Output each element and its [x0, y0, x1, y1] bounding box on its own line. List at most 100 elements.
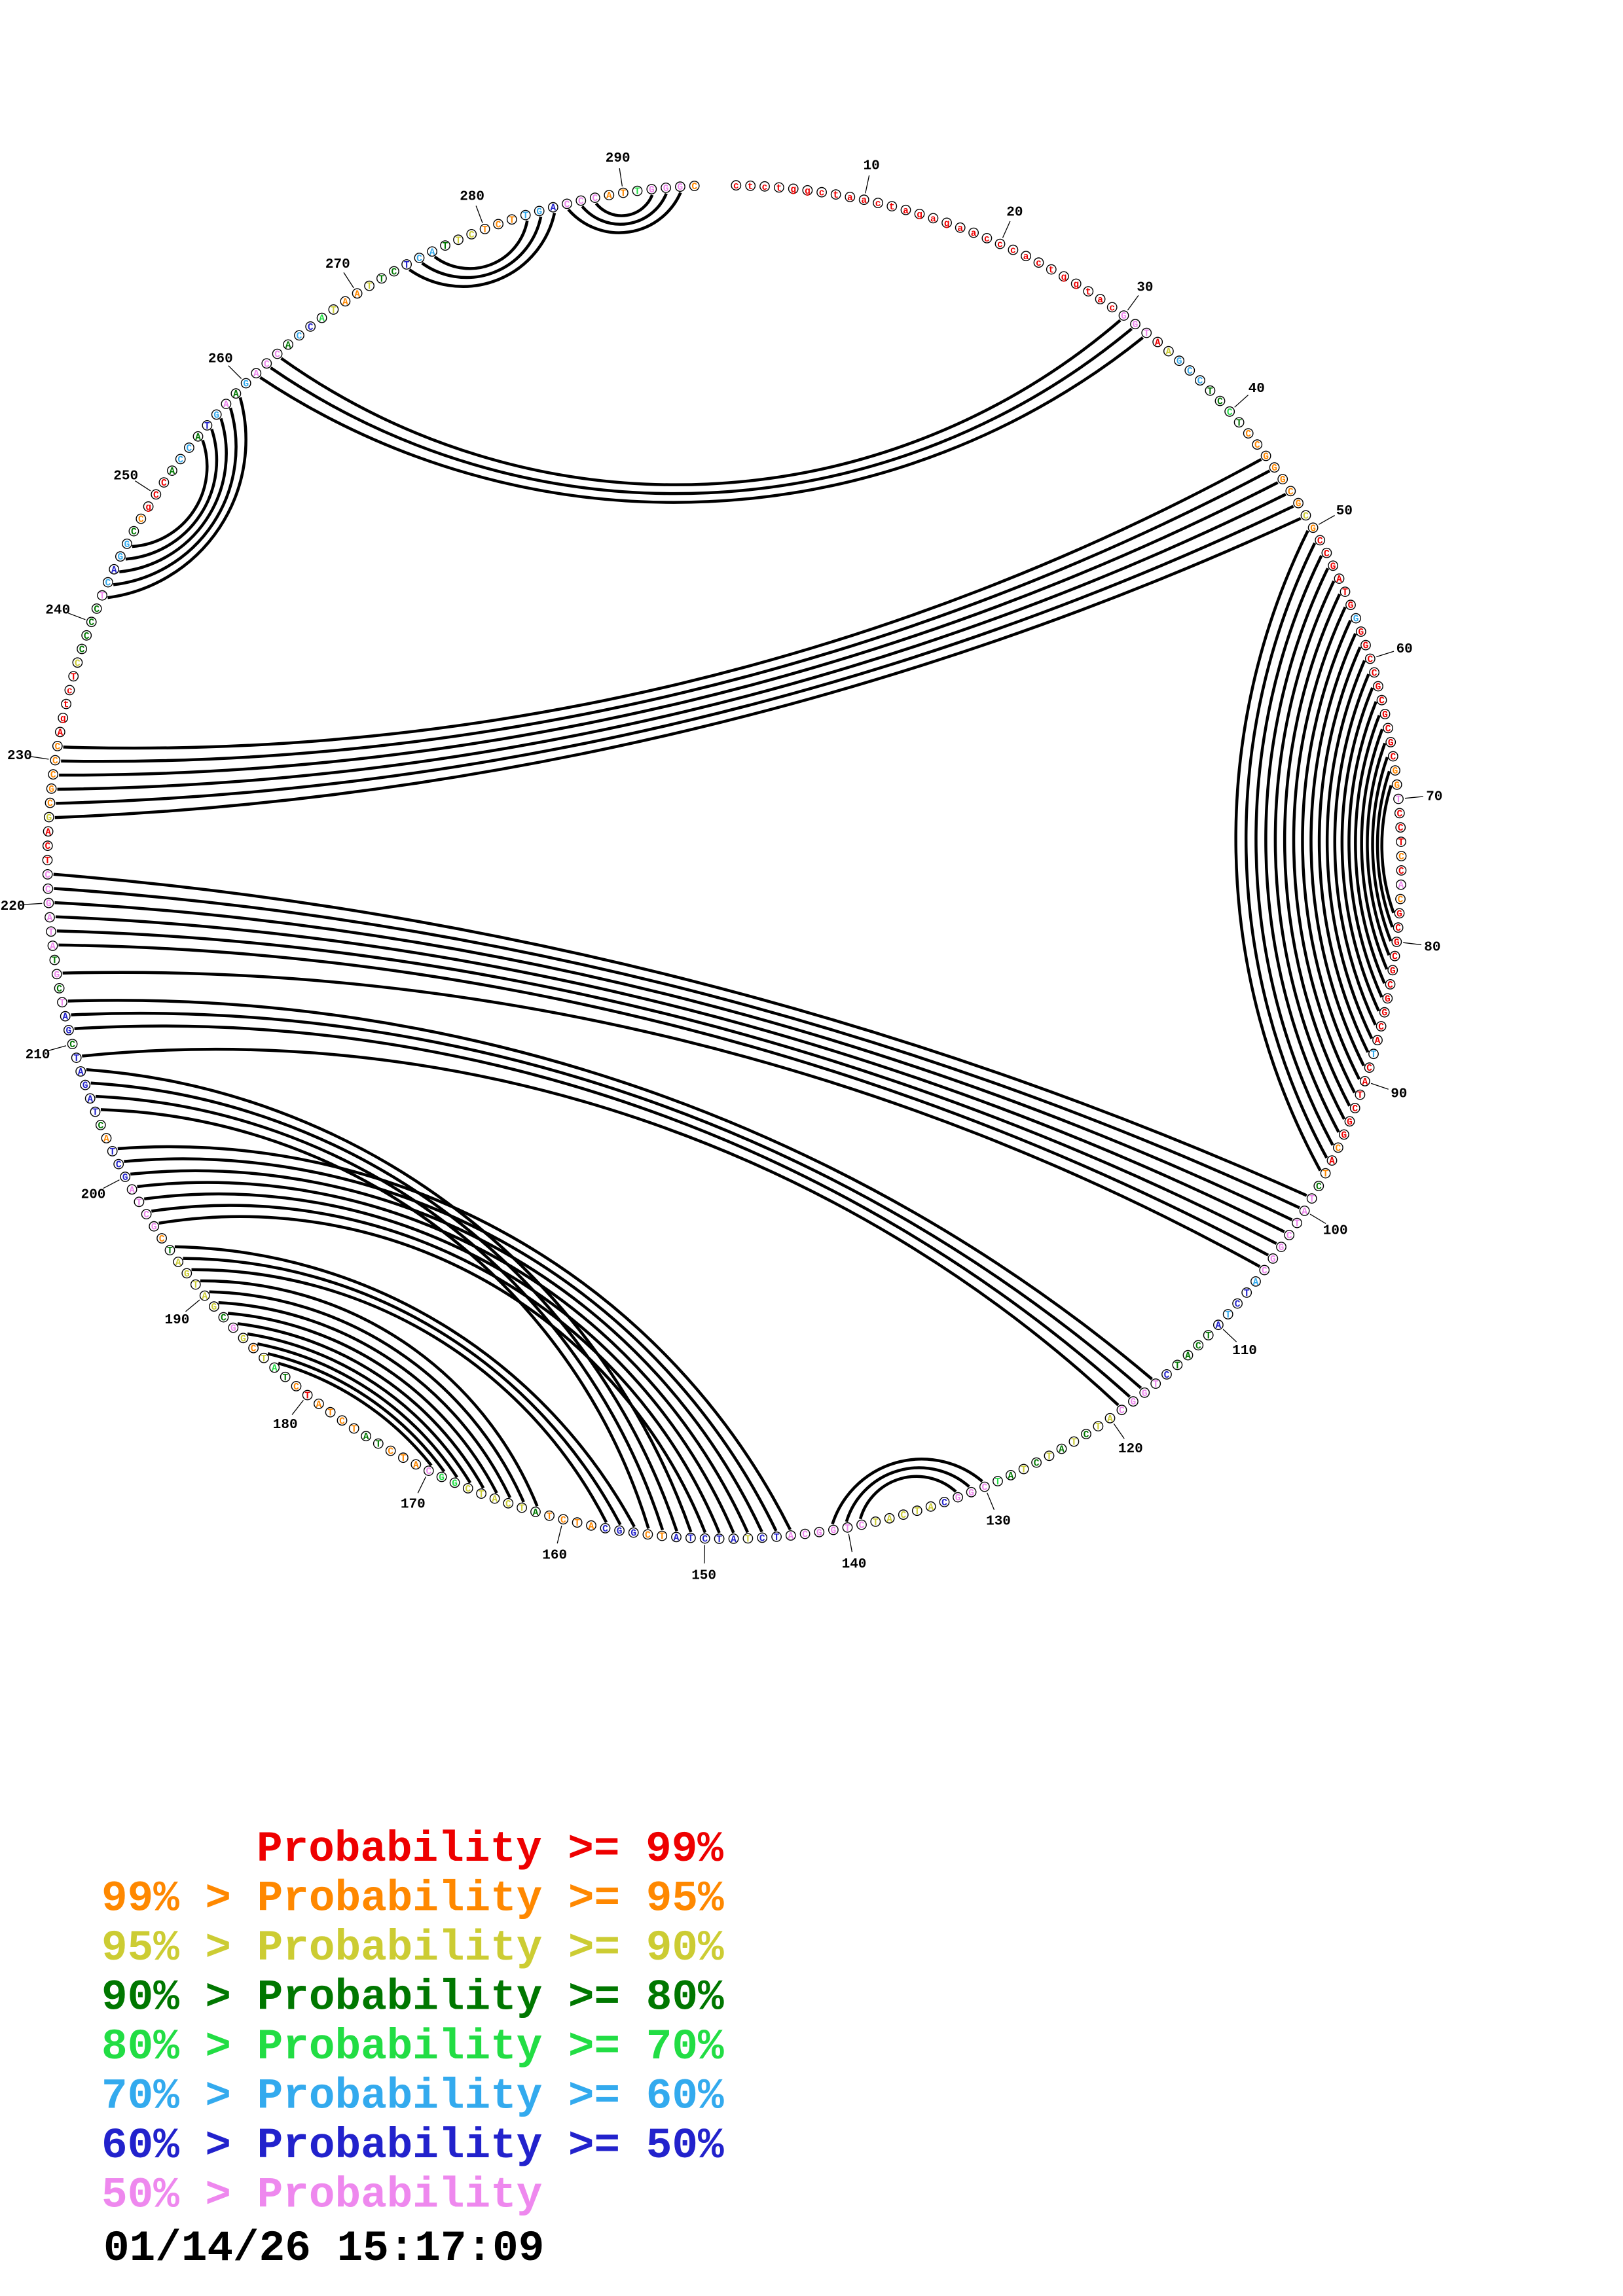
svg-text:G: G: [1385, 994, 1391, 1005]
svg-text:70: 70: [1426, 790, 1442, 805]
svg-text:C: C: [392, 268, 397, 278]
svg-text:G: G: [240, 1334, 246, 1344]
svg-text:T: T: [688, 1534, 694, 1545]
svg-text:A: A: [87, 1094, 93, 1105]
svg-text:T: T: [1207, 387, 1213, 397]
svg-text:A: A: [550, 204, 556, 214]
svg-text:G: G: [1263, 452, 1269, 463]
svg-text:T: T: [1175, 1361, 1180, 1371]
svg-text:G: G: [213, 410, 219, 421]
svg-text:T: T: [914, 1507, 920, 1517]
svg-text:C: C: [560, 1515, 566, 1526]
svg-text:T: T: [519, 1504, 525, 1515]
svg-text:c: c: [1109, 303, 1115, 314]
svg-text:T: T: [995, 1477, 1001, 1488]
svg-text:C: C: [1119, 1406, 1125, 1416]
svg-text:T: T: [1342, 588, 1348, 598]
svg-text:G: G: [1347, 1117, 1353, 1128]
svg-text:T: T: [60, 998, 65, 1009]
svg-text:A: A: [354, 289, 360, 300]
svg-text:150: 150: [691, 1569, 716, 1584]
svg-text:G: G: [1394, 938, 1400, 948]
svg-text:C: C: [161, 478, 167, 489]
svg-text:A: A: [1398, 881, 1404, 891]
svg-text:C: C: [1398, 867, 1404, 877]
svg-text:C: C: [1245, 429, 1251, 440]
svg-text:A: A: [170, 467, 175, 477]
svg-text:C: C: [52, 757, 58, 767]
svg-text:50: 50: [1336, 504, 1353, 519]
svg-text:G: G: [1348, 601, 1354, 611]
svg-text:c: c: [997, 240, 1003, 251]
svg-text:A: A: [674, 1533, 680, 1543]
svg-text:A: A: [1155, 338, 1161, 349]
svg-text:G: G: [536, 207, 542, 217]
svg-text:T: T: [1021, 1465, 1027, 1476]
svg-text:A: A: [928, 1503, 934, 1513]
svg-text:T: T: [404, 260, 410, 271]
svg-text:G: G: [1376, 683, 1381, 693]
svg-text:A: A: [57, 728, 63, 738]
svg-text:90% > Probability >= 80%: 90% > Probability >= 80%: [101, 1973, 724, 2022]
svg-text:c: c: [733, 181, 739, 192]
svg-text:C: C: [54, 742, 60, 753]
svg-text:T: T: [1309, 1194, 1315, 1205]
svg-text:T: T: [282, 1373, 288, 1384]
svg-text:C: C: [251, 1344, 257, 1355]
svg-text:C: C: [116, 1160, 122, 1171]
svg-text:G: G: [54, 970, 60, 980]
svg-text:A: A: [1375, 1036, 1381, 1047]
svg-text:T: T: [167, 1246, 173, 1257]
svg-text:a: a: [971, 229, 977, 240]
svg-text:T: T: [48, 927, 54, 938]
svg-text:130: 130: [986, 1514, 1011, 1529]
svg-text:T: T: [716, 1535, 722, 1545]
svg-text:G: G: [82, 1081, 88, 1092]
svg-text:C: C: [264, 359, 270, 370]
svg-text:C: C: [1317, 536, 1323, 547]
svg-text:C: C: [900, 1511, 906, 1521]
svg-text:G: G: [630, 1529, 636, 1539]
svg-text:t: t: [1048, 266, 1054, 276]
svg-text:99% > Probability >= 95%: 99% > Probability >= 95%: [101, 1874, 724, 1924]
svg-text:C: C: [45, 842, 50, 852]
svg-text:A: A: [50, 942, 56, 952]
svg-text:C: C: [88, 618, 94, 628]
svg-text:C: C: [564, 200, 570, 210]
svg-text:T: T: [1236, 418, 1242, 429]
svg-text:G: G: [1133, 320, 1139, 331]
svg-text:t: t: [64, 700, 69, 711]
svg-text:C: C: [759, 1534, 765, 1544]
svg-text:C: C: [1378, 1022, 1384, 1033]
svg-text:G: G: [1363, 641, 1369, 652]
svg-text:T: T: [1357, 1091, 1363, 1102]
svg-text:C: C: [1217, 397, 1223, 408]
svg-text:G: G: [968, 1488, 974, 1499]
svg-text:C: C: [98, 1121, 103, 1132]
svg-text:A: A: [363, 1432, 369, 1443]
svg-text:T: T: [351, 1425, 357, 1435]
svg-text:C: C: [153, 490, 159, 501]
svg-text:a: a: [930, 214, 936, 224]
svg-text:70% > Probability >= 60%: 70% > Probability >= 60%: [101, 2072, 724, 2121]
svg-text:C: C: [602, 1524, 608, 1535]
svg-text:c: c: [1036, 259, 1042, 269]
svg-text:a: a: [1097, 295, 1103, 306]
svg-text:G: G: [184, 1269, 190, 1280]
svg-text:240: 240: [45, 603, 70, 619]
svg-text:A: A: [316, 1400, 322, 1410]
svg-text:C: C: [1197, 376, 1203, 387]
svg-text:C: C: [131, 528, 137, 538]
svg-text:T: T: [1294, 1219, 1300, 1230]
svg-text:180: 180: [273, 1418, 298, 1433]
svg-text:T: T: [479, 1490, 484, 1500]
svg-text:C: C: [84, 632, 90, 642]
svg-text:T: T: [509, 215, 515, 226]
svg-text:C: C: [1367, 655, 1373, 666]
svg-text:C: C: [416, 254, 422, 264]
svg-text:A: A: [233, 389, 239, 400]
svg-text:g: g: [917, 210, 922, 221]
svg-text:C: C: [69, 1040, 75, 1050]
svg-text:C: C: [388, 1447, 393, 1458]
svg-text:A: A: [731, 1535, 737, 1545]
